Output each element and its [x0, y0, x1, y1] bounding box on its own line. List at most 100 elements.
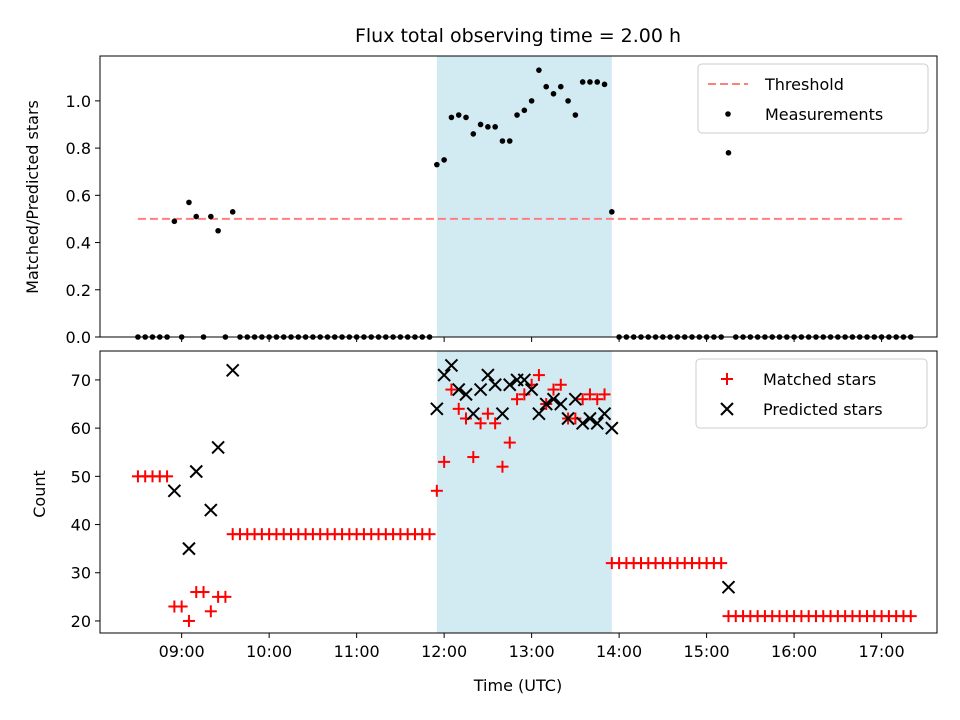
- predicted-point: [590, 416, 604, 431]
- predicted-point: [437, 368, 451, 382]
- measurement-point: [609, 209, 615, 215]
- predicted-point-b: [721, 580, 736, 594]
- matched-point: [496, 460, 509, 473]
- matched-point: [511, 393, 524, 406]
- predicted-point-b: [517, 373, 532, 387]
- measurement-point: [193, 213, 200, 220]
- legend-measurements-label: Measurements: [765, 105, 883, 124]
- bottom-xtick-label: 11:00: [334, 642, 380, 661]
- bottom-ytick-label: 20: [71, 612, 91, 631]
- legend-threshold-label: Threshold: [764, 75, 844, 94]
- measurement-point: [528, 98, 535, 104]
- predicted-point: [488, 378, 502, 392]
- measurement-point: [565, 98, 571, 104]
- matched-point: [598, 388, 611, 401]
- measurement-point: [514, 112, 520, 118]
- top-ytick-label: 0.4: [66, 234, 91, 253]
- top-ytick-label: 0.6: [66, 186, 91, 205]
- matched-point: [430, 484, 443, 497]
- predicted-point: [495, 406, 510, 421]
- legend-predicted-label: Predicted stars: [763, 400, 883, 419]
- bottom-predicted-points: [167, 358, 736, 594]
- predicted-point-b: [546, 392, 561, 406]
- predicted-point: [561, 411, 575, 426]
- predicted-point: [225, 363, 240, 377]
- predicted-point: [539, 397, 553, 411]
- matched-point: [904, 610, 917, 623]
- predicted-point-b: [437, 368, 451, 382]
- predicted-point: [583, 411, 597, 426]
- matched-point: [197, 586, 210, 599]
- matched-point: [569, 412, 582, 425]
- measurement-point: [594, 79, 601, 85]
- predicted-point-b: [204, 503, 218, 517]
- top-ytick-label: 1.0: [66, 92, 91, 111]
- measurement-point: [601, 81, 608, 88]
- top-ytick-label: 0.8: [66, 139, 91, 158]
- bottom-ytick-label: 30: [71, 564, 91, 583]
- predicted-point-b: [590, 416, 604, 431]
- matched-point: [219, 590, 232, 603]
- matched-point: [423, 528, 436, 541]
- predicted-point: [532, 406, 546, 421]
- matched-point: [547, 383, 560, 396]
- matched-point: [554, 378, 567, 391]
- measurement-point: [506, 138, 513, 144]
- matched-point: [467, 451, 480, 464]
- measurement-point: [499, 138, 506, 144]
- measurement-point: [492, 124, 498, 130]
- predicted-point-b: [568, 392, 583, 406]
- predicted-point-b: [481, 368, 495, 382]
- bottom-x-axis: 09:00 10:00 11:00 12:00 13:00 14:00 15:00 16:00…: [159, 633, 905, 661]
- matched-point: [175, 600, 188, 613]
- predicted-point: [503, 378, 517, 392]
- matched-point: [182, 614, 195, 627]
- bottom-ytick-label: 60: [71, 419, 91, 438]
- measurement-point: [587, 79, 593, 85]
- predicted-point: [444, 358, 459, 373]
- top-y-axis: 0.0 0.2 0.4 0.6 0.8 1.0: [66, 92, 100, 347]
- measurement-point: [536, 67, 542, 73]
- bottom-ytick-label: 50: [71, 467, 91, 486]
- measurement-point: [572, 112, 579, 118]
- bottom-ytick-label: 40: [71, 516, 91, 535]
- predicted-point: [597, 406, 612, 421]
- predicted-point-b: [597, 406, 612, 421]
- legend-predicted-marker-b: [720, 402, 734, 416]
- predicted-point: [211, 440, 225, 455]
- matched-point: [518, 388, 531, 401]
- bottom-legend-box: [695, 358, 928, 429]
- bottom-plot-frame: [99, 350, 938, 634]
- bottom-xtick-label: 12:00: [421, 642, 467, 661]
- measurement-point: [521, 107, 528, 114]
- bottom-y-axis: 20 30 40 50 60 70: [71, 371, 100, 631]
- predicted-point: [430, 402, 444, 416]
- predicted-point-b: [430, 402, 444, 416]
- predicted-point: [189, 464, 203, 479]
- predicted-point-b: [452, 382, 466, 397]
- measurement-point: [229, 209, 236, 215]
- predicted-point: [481, 368, 495, 382]
- predicted-point: [605, 421, 619, 435]
- predicted-point: [466, 406, 481, 421]
- matched-point: [204, 605, 217, 618]
- predicted-point: [517, 373, 532, 387]
- bottom-ytick-label: 70: [71, 371, 91, 390]
- matched-point: [460, 412, 473, 425]
- matched-point: [452, 402, 465, 415]
- matched-point: [489, 417, 502, 430]
- measurement-point: [463, 114, 469, 121]
- matched-point: [715, 557, 728, 570]
- bottom-xtick-label: 13:00: [509, 642, 555, 661]
- x-axis-label: Time (UTC): [473, 676, 562, 695]
- top-ytick-label: 0.0: [66, 328, 91, 347]
- measurement-point: [455, 112, 462, 118]
- measurement-point: [557, 83, 564, 90]
- measurement-point: [579, 79, 586, 85]
- predicted-point: [554, 397, 568, 411]
- bottom-xtick-label: 09:00: [159, 642, 205, 661]
- predicted-point-b: [524, 382, 539, 397]
- predicted-point-b: [444, 358, 459, 373]
- predicted-point-b: [561, 411, 575, 426]
- legend-matched-swatch: [721, 373, 733, 385]
